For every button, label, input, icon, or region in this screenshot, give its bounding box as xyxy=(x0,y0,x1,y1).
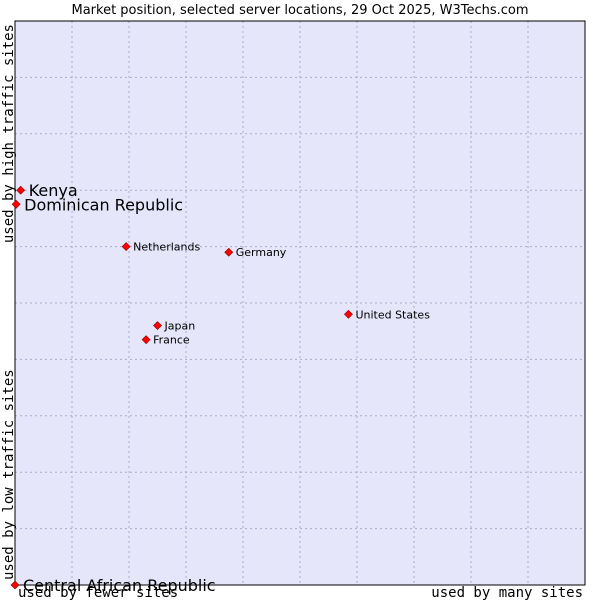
point-marker-central-african-republic[interactable] xyxy=(10,580,20,590)
x-axis-label-left: used by fewer sites xyxy=(18,585,178,600)
grid-lines xyxy=(15,21,585,585)
y-axis-label-bottom: used by low traffic sites xyxy=(1,369,17,580)
point-marker-netherlands[interactable] xyxy=(121,242,131,252)
point-marker-japan[interactable] xyxy=(153,321,162,330)
point-label-central-african-republic: Central African Republic xyxy=(23,576,216,595)
point-marker-united-states[interactable] xyxy=(344,309,353,319)
point-label-united-states: United States xyxy=(355,308,430,321)
point-label-dominican-republic: Dominican Republic xyxy=(24,195,183,214)
point-marker-france[interactable] xyxy=(141,335,151,345)
chart-title: Market position, selected server locatio… xyxy=(71,3,528,18)
x-axis-label-right: used by many sites xyxy=(431,585,583,600)
plot-frame xyxy=(14,20,586,586)
point-marker-germany[interactable] xyxy=(224,247,234,257)
point-label-france: France xyxy=(153,334,190,347)
point-label-germany: Germany xyxy=(236,246,287,259)
point-label-kenya: Kenya xyxy=(29,181,78,200)
point-label-netherlands: Netherlands xyxy=(133,241,200,254)
y-axis-label-top: used by high traffic sites xyxy=(1,24,17,243)
point-label-japan: Japan xyxy=(164,320,196,333)
point-marker-dominican-republic[interactable] xyxy=(11,199,21,209)
point-marker-kenya[interactable] xyxy=(16,185,26,195)
